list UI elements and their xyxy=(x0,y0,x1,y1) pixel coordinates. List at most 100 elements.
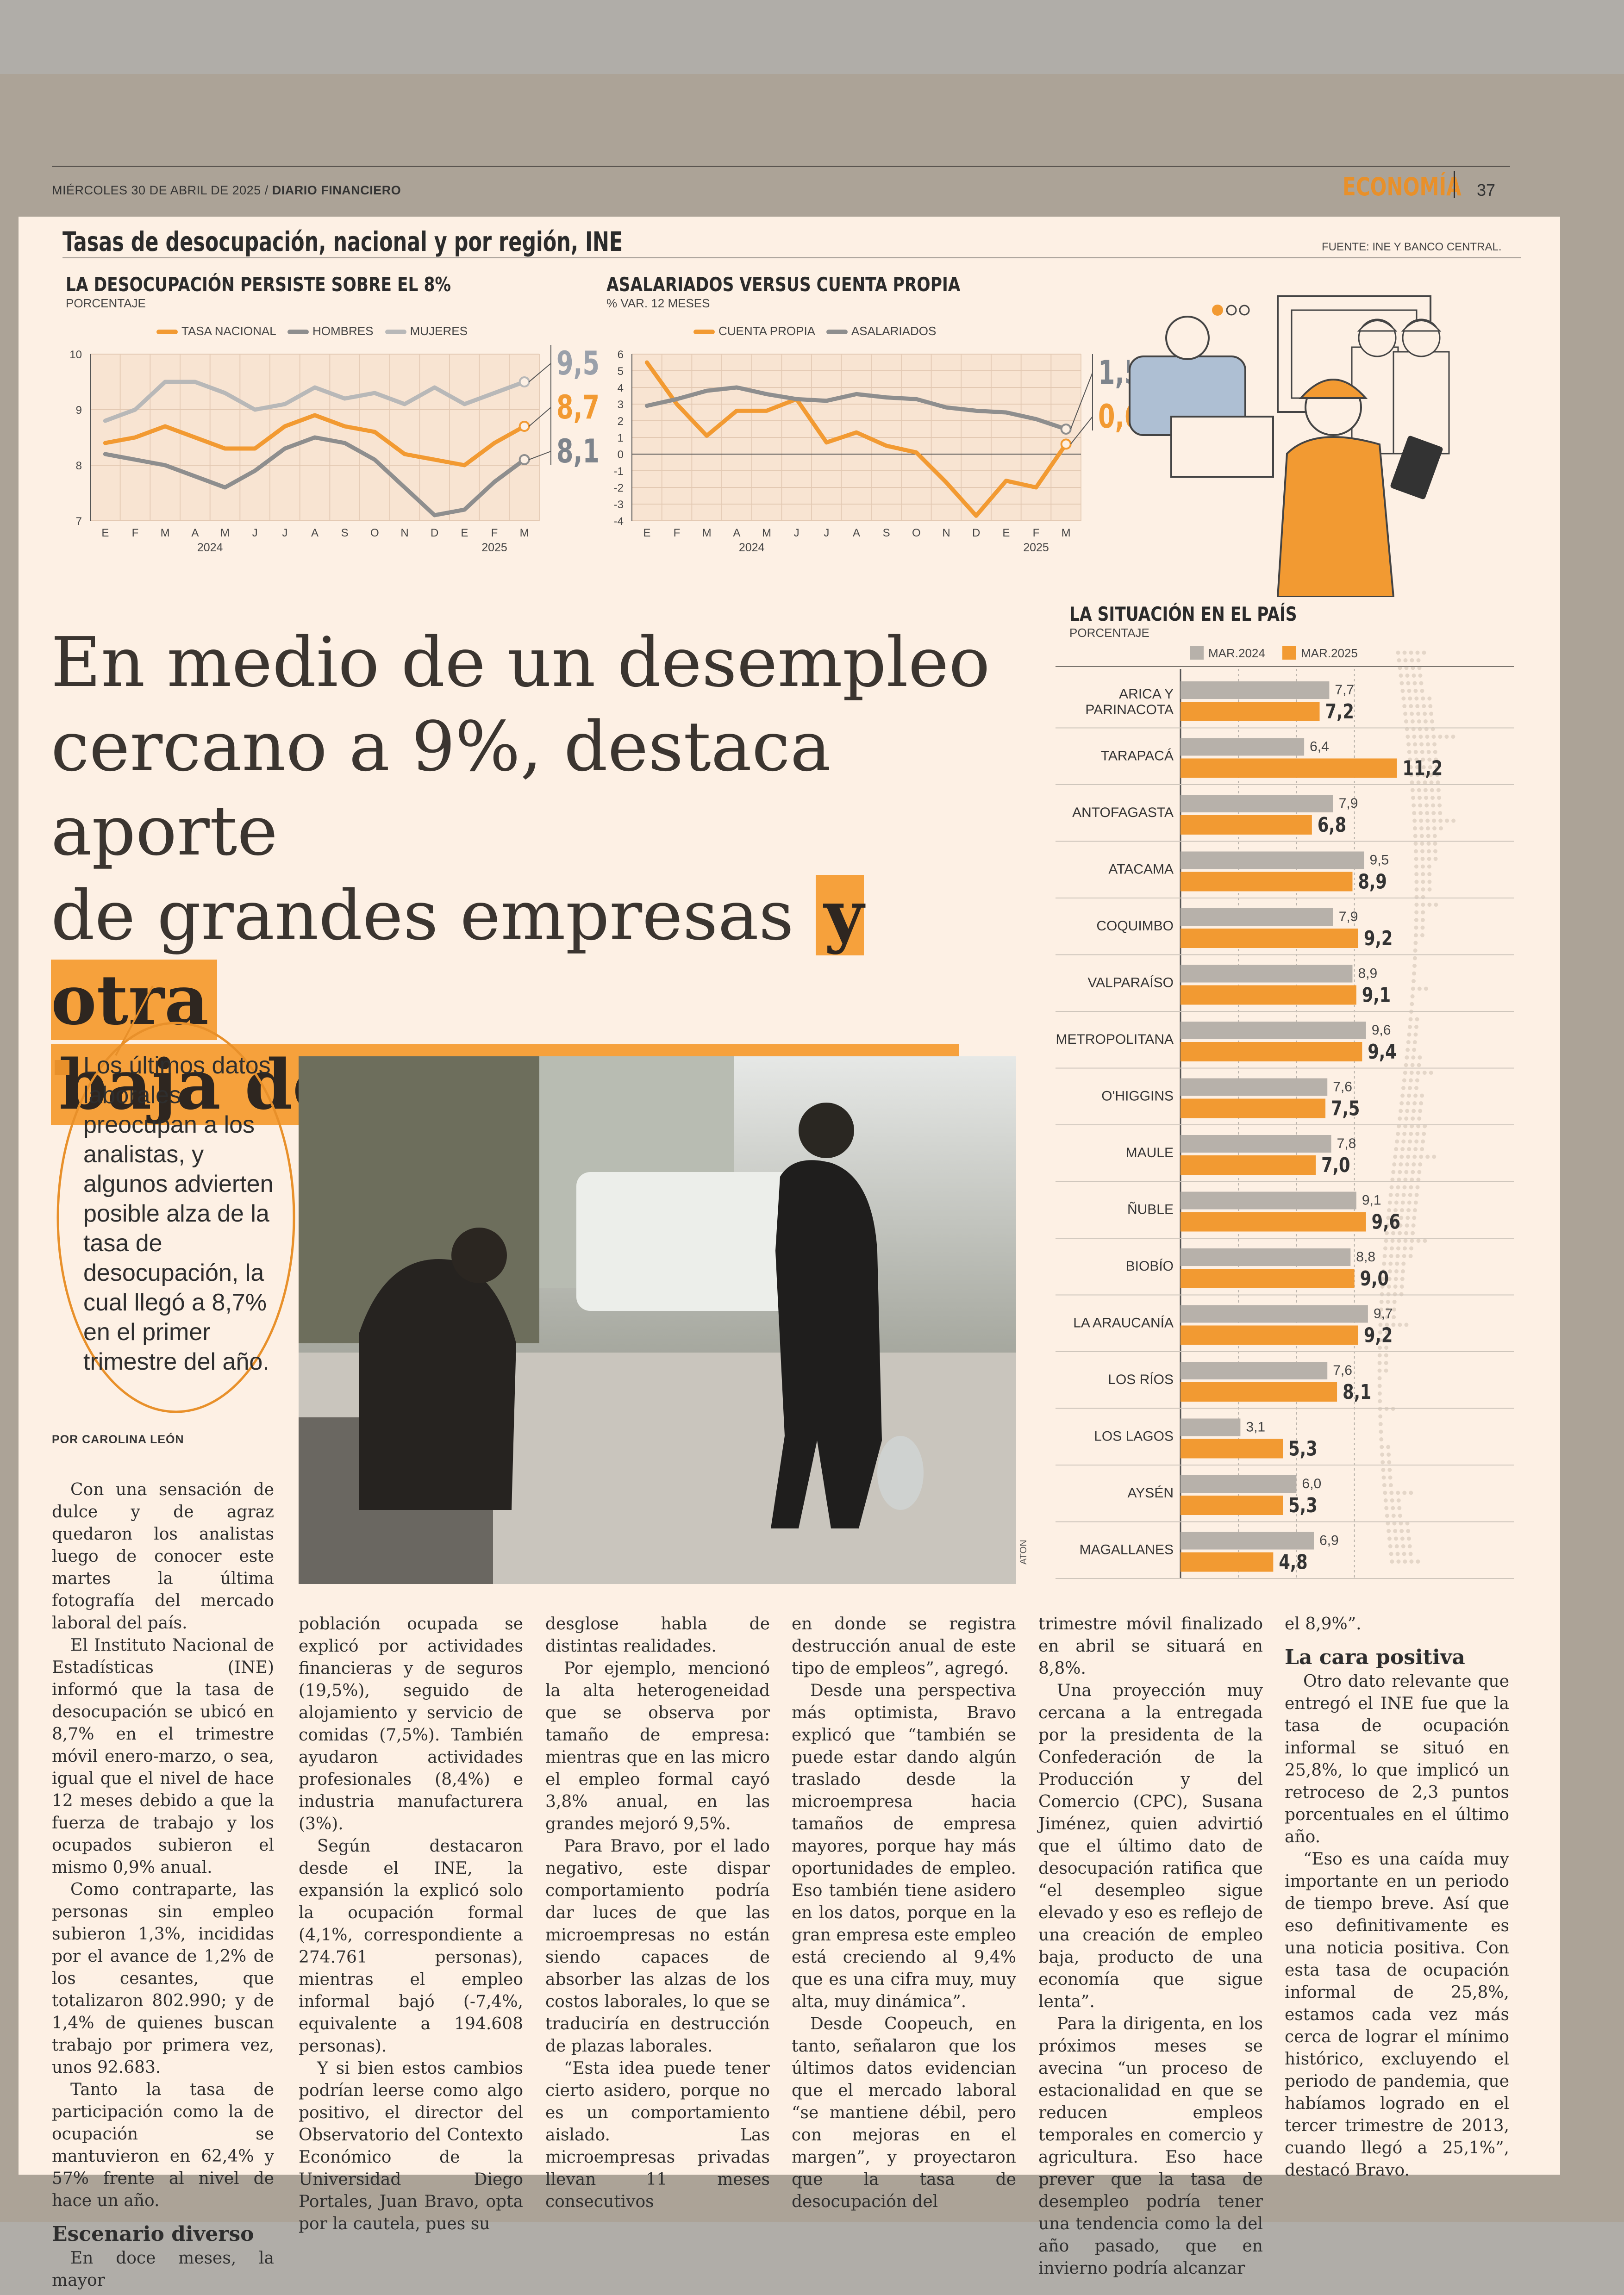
map-dot xyxy=(1400,1536,1405,1541)
bar-value-mar2025: 7,0 xyxy=(1321,1154,1350,1177)
map-dot xyxy=(1380,1460,1385,1465)
map-dot xyxy=(1388,1483,1393,1487)
chart1-x-tick-label: S xyxy=(341,527,349,539)
map-dot xyxy=(1407,689,1412,693)
map-dot xyxy=(1393,1536,1398,1541)
map-dot xyxy=(1400,1093,1405,1098)
map-dot xyxy=(1402,704,1407,708)
map-dot xyxy=(1427,872,1432,876)
map-dot xyxy=(1414,903,1419,907)
chart2-series-line xyxy=(644,360,1068,518)
chart1-y-tick-label: 10 xyxy=(69,349,82,361)
map-dot xyxy=(1428,704,1433,708)
map-dot xyxy=(1392,1300,1397,1304)
map-dot xyxy=(1419,834,1424,838)
map-dot xyxy=(1410,788,1415,792)
map-dot xyxy=(1412,1101,1417,1105)
map-dot xyxy=(1420,842,1424,846)
map-dot xyxy=(1420,689,1424,693)
map-dot xyxy=(1405,1109,1410,1113)
map-dot xyxy=(1427,696,1432,701)
map-dot xyxy=(1380,1292,1384,1297)
region-label: ATACAMA xyxy=(1108,862,1174,877)
map-dot xyxy=(1411,986,1415,991)
map-dot xyxy=(1378,1338,1382,1342)
map-dot xyxy=(1421,910,1425,915)
map-dot xyxy=(1417,788,1421,792)
map-dot xyxy=(1413,834,1418,838)
bar-mar2025 xyxy=(1181,1382,1337,1402)
bar-mar2024 xyxy=(1181,1135,1331,1153)
region-label: PARINACOTA xyxy=(1085,702,1174,717)
chart2-y-tick-label: 0 xyxy=(618,449,624,461)
column-2-paragraph: población ocupada se explicó por activid… xyxy=(299,1615,523,1834)
chart2-x-tick-label: E xyxy=(1002,527,1010,539)
map-dot xyxy=(1399,1285,1404,1289)
bar-value-mar2025: 5,3 xyxy=(1288,1437,1317,1461)
chart2-x-tick-label: E xyxy=(643,527,650,539)
article-photo xyxy=(299,1056,1016,1584)
map-dot xyxy=(1407,1086,1412,1090)
map-dot xyxy=(1434,757,1438,762)
chart1-x-tick-label: M xyxy=(520,527,529,539)
map-dot xyxy=(1402,1246,1407,1251)
map-dot xyxy=(1385,1322,1389,1327)
map-dot xyxy=(1420,918,1425,922)
map-dot xyxy=(1394,1200,1399,1205)
column-2-paragraph: Según destacaron desde el INE, la expans… xyxy=(299,1837,523,2056)
map-dot xyxy=(1397,1506,1402,1510)
chart2-end-label-leader xyxy=(1070,372,1093,430)
map-dot xyxy=(1427,757,1432,762)
map-dot xyxy=(1384,1506,1389,1510)
map-dot xyxy=(1417,1170,1422,1174)
map-dot xyxy=(1427,887,1432,892)
map-dot xyxy=(1402,1552,1406,1556)
map-dot xyxy=(1412,674,1416,678)
map-dot xyxy=(1418,796,1422,800)
charts-section-rule xyxy=(62,257,1521,258)
map-dot xyxy=(1415,1185,1420,1190)
bar-mar2024 xyxy=(1181,1248,1351,1266)
map-dot xyxy=(1413,742,1418,747)
map-dot xyxy=(1431,803,1436,808)
map-dot xyxy=(1399,674,1403,678)
map-dot xyxy=(1414,1025,1419,1029)
map-dot xyxy=(1396,1559,1401,1564)
map-dot xyxy=(1411,1055,1416,1060)
chart1-end-label-leader xyxy=(529,407,551,427)
map-dot xyxy=(1431,811,1436,815)
bar-value-mar2025: 9,0 xyxy=(1360,1267,1389,1291)
chart2-year-label: 2025 xyxy=(1023,541,1049,554)
chart1-x-tick-label: D xyxy=(431,527,438,539)
map-dot xyxy=(1427,864,1431,869)
column-3-paragraph: Por ejemplo, mencionó la alta heterogene… xyxy=(545,1659,770,1834)
chart2-y-tick-label: -4 xyxy=(614,515,624,528)
map-dot xyxy=(1410,1063,1415,1067)
map-dot xyxy=(1418,1055,1422,1060)
chart1-x-tick-label: A xyxy=(311,527,319,539)
map-dot xyxy=(1432,826,1437,830)
map-dot xyxy=(1408,765,1413,769)
map-dot xyxy=(1444,735,1449,739)
map-dot xyxy=(1420,864,1425,869)
legend-swatch-mujeres xyxy=(385,330,406,335)
article-column-6: el 8,9%”. La cara positiva Otro dato rel… xyxy=(1285,1613,1509,2182)
chart1-x-tick-label: J xyxy=(252,527,258,539)
chart2-x-tick-label: N xyxy=(942,527,950,539)
map-dot xyxy=(1410,658,1414,662)
map-dot xyxy=(1438,818,1443,823)
map-dot xyxy=(1414,857,1418,861)
map-dot xyxy=(1412,803,1416,808)
map-dot xyxy=(1413,1093,1418,1098)
column-4-paragraph: Desde una perspectiva más optimista, Bra… xyxy=(792,1681,1016,2011)
column-1-paragraph: Tanto la tasa de participación como la d… xyxy=(52,2080,274,2210)
article-column-5: trimestre móvil finalizado en abril se s… xyxy=(1038,1613,1263,2280)
map-dot xyxy=(1399,1216,1404,1220)
map-dot xyxy=(1427,903,1432,907)
legend-swatch-mar2024 xyxy=(1190,646,1204,660)
map-dot xyxy=(1412,735,1417,739)
map-dot xyxy=(1390,1239,1395,1243)
map-dot xyxy=(1408,1078,1413,1083)
column-1-paragraph: Como contraparte, las personas sin emple… xyxy=(52,1880,274,2077)
bar-value-mar2024: 3,1 xyxy=(1246,1420,1265,1435)
